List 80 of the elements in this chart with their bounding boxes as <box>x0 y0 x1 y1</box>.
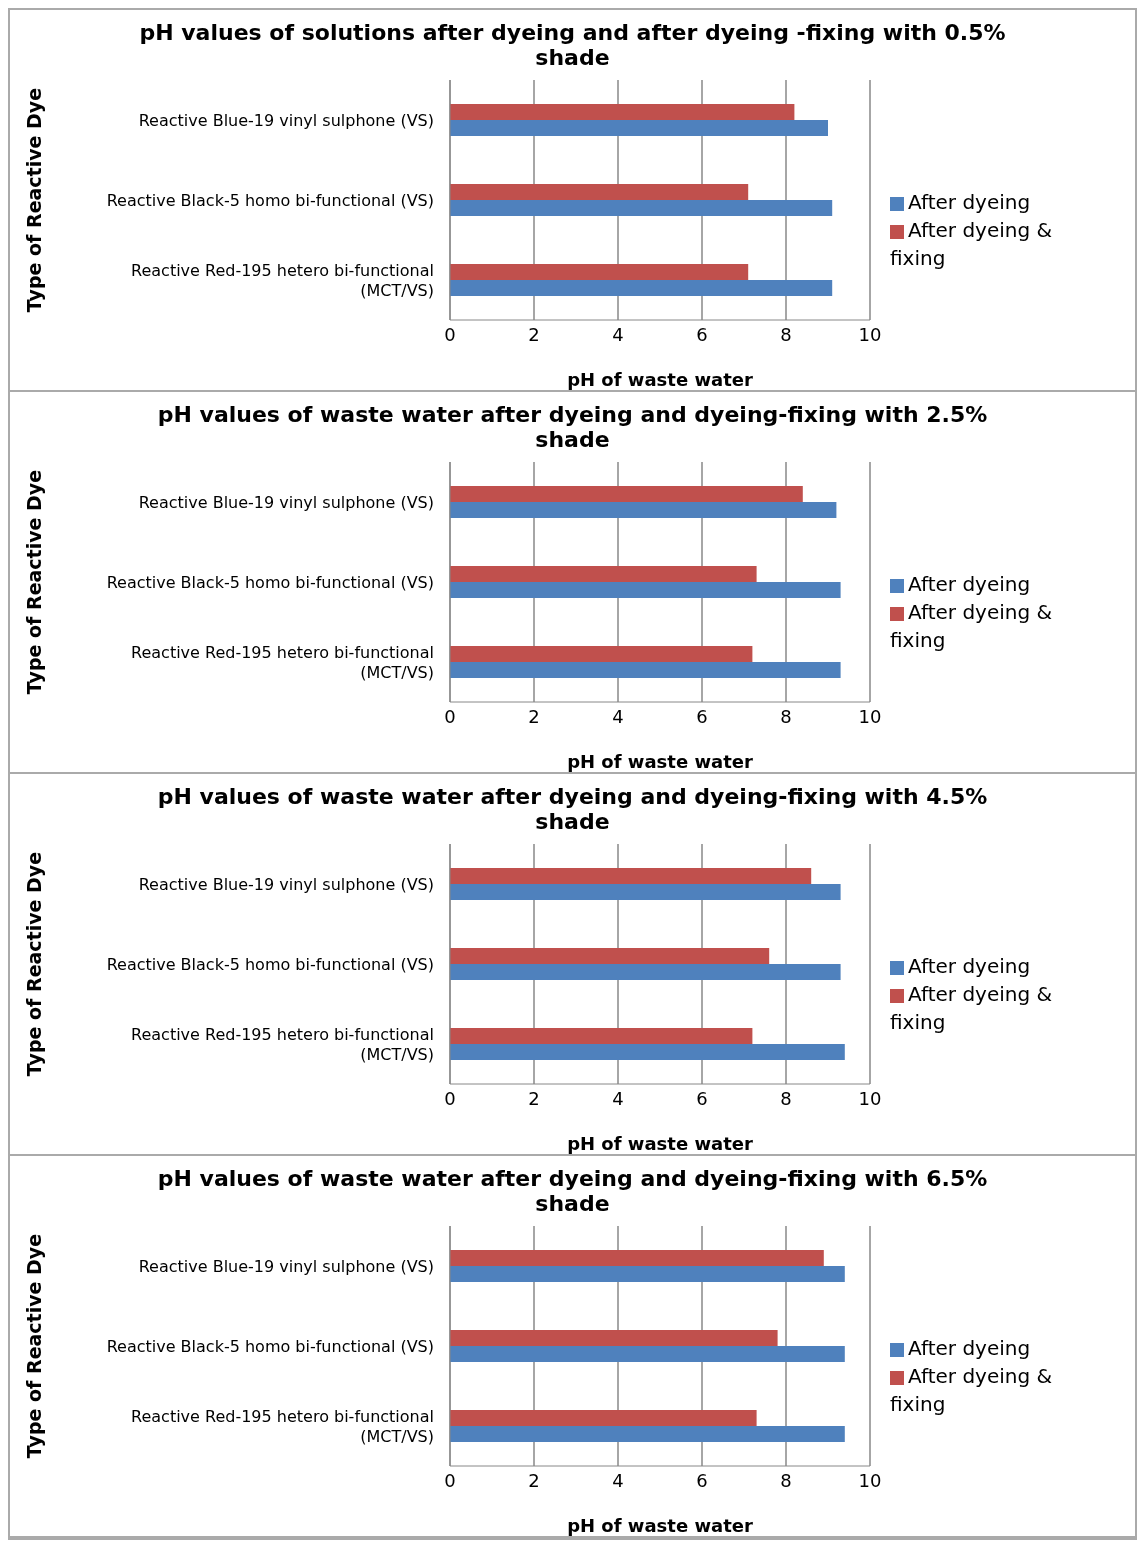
y-tick-label: Reactive Black-5 homo bi-functional (VS) <box>106 1336 434 1356</box>
bar <box>450 662 841 678</box>
bar <box>450 264 749 280</box>
bar <box>450 1266 845 1282</box>
bar <box>450 884 841 900</box>
bar <box>450 868 812 884</box>
x-tick-label: 10 <box>858 705 882 727</box>
legend-label: After dyeing & fixing <box>890 600 1053 652</box>
legend-label: After dyeing & fixing <box>890 982 1053 1034</box>
y-tick-label: Reactive Black-5 homo bi-functional (VS) <box>106 190 434 210</box>
y-tick-label: Reactive Blue-19 vinyl sulphone (VS) <box>138 874 434 894</box>
x-tick-label: 6 <box>696 323 708 345</box>
chart-title: pH values of solutions after dyeing and after dyeing -fixing with 0.5% shade <box>138 20 1007 70</box>
legend-label: After dyeing & fixing <box>890 1364 1053 1416</box>
bar <box>450 502 837 518</box>
x-axis-title: pH of waste water <box>567 751 753 772</box>
bar <box>450 948 770 964</box>
x-tick-label: 2 <box>528 323 540 345</box>
x-tick-label: 4 <box>612 1469 624 1491</box>
legend-label: After dyeing <box>908 954 1031 978</box>
x-tick-label: 6 <box>696 1087 708 1109</box>
bar <box>450 200 833 216</box>
y-axis-title: Type of Reactive Dye <box>22 87 45 313</box>
x-tick-label: 8 <box>780 1469 792 1491</box>
chart-title: pH values of waste water after dyeing and dyeing-fixing with 6.5% shade <box>156 1166 989 1216</box>
bar <box>450 184 749 200</box>
x-axis-title: pH of waste water <box>567 1133 753 1154</box>
bar <box>450 1044 845 1060</box>
x-tick-label: 10 <box>858 1469 882 1491</box>
x-tick-label: 0 <box>444 1087 456 1109</box>
bar <box>450 1410 757 1426</box>
legend-label: After dyeing <box>908 190 1031 214</box>
x-tick-label: 4 <box>612 705 624 727</box>
x-tick-label: 10 <box>858 323 882 345</box>
x-tick-label: 6 <box>696 1469 708 1491</box>
y-tick-label: Reactive Black-5 homo bi-functional (VS) <box>106 954 434 974</box>
x-tick-label: 8 <box>780 1087 792 1109</box>
x-axis-title: pH of waste water <box>567 1515 753 1536</box>
x-tick-label: 0 <box>444 323 456 345</box>
y-axis-title: Type of Reactive Dye <box>22 1233 45 1459</box>
legend-label: After dyeing <box>908 572 1031 596</box>
y-tick-label: Reactive Red-195 hetero bi-functional (MCT/VS) <box>131 260 434 300</box>
chart-title: pH values of waste water after dyeing and dyeing-fixing with 4.5% shade <box>156 784 989 834</box>
bar <box>450 1250 824 1266</box>
x-tick-label: 0 <box>444 705 456 727</box>
y-tick-label: Reactive Red-195 hetero bi-functional (MCT/VS) <box>131 1024 434 1064</box>
x-tick-label: 2 <box>528 705 540 727</box>
x-tick-label: 0 <box>444 1469 456 1491</box>
bar <box>450 1330 778 1346</box>
x-tick-label: 8 <box>780 705 792 727</box>
y-axis-title: Type of Reactive Dye <box>22 469 45 695</box>
bar <box>450 120 828 136</box>
y-tick-label: Reactive Black-5 homo bi-functional (VS) <box>106 572 434 592</box>
bar <box>450 964 841 980</box>
legend-label: After dyeing <box>908 1336 1031 1360</box>
y-tick-label: Reactive Blue-19 vinyl sulphone (VS) <box>138 1256 434 1276</box>
legend-label: After dyeing & fixing <box>890 218 1053 270</box>
bar <box>450 1028 753 1044</box>
x-tick-label: 2 <box>528 1469 540 1491</box>
bar <box>450 1346 845 1362</box>
y-tick-label: Reactive Red-195 hetero bi-functional (MCT/VS) <box>131 642 434 682</box>
y-tick-label: Reactive Blue-19 vinyl sulphone (VS) <box>138 492 434 512</box>
x-tick-label: 4 <box>612 1087 624 1109</box>
x-tick-label: 8 <box>780 323 792 345</box>
bar <box>450 104 795 120</box>
bar <box>450 280 833 296</box>
x-axis-title: pH of waste water <box>567 369 753 390</box>
bar <box>450 582 841 598</box>
y-axis-title: Type of Reactive Dye <box>22 851 45 1077</box>
x-tick-label: 10 <box>858 1087 882 1109</box>
bar <box>450 1426 845 1442</box>
bar <box>450 646 753 662</box>
bar <box>450 486 803 502</box>
chart-title: pH values of waste water after dyeing and dyeing-fixing with 2.5% shade <box>156 402 989 452</box>
y-tick-label: Reactive Blue-19 vinyl sulphone (VS) <box>138 110 434 130</box>
y-tick-label: Reactive Red-195 hetero bi-functional (MCT/VS) <box>131 1406 434 1446</box>
x-tick-label: 6 <box>696 705 708 727</box>
x-tick-label: 2 <box>528 1087 540 1109</box>
bar <box>450 566 757 582</box>
x-tick-label: 4 <box>612 323 624 345</box>
